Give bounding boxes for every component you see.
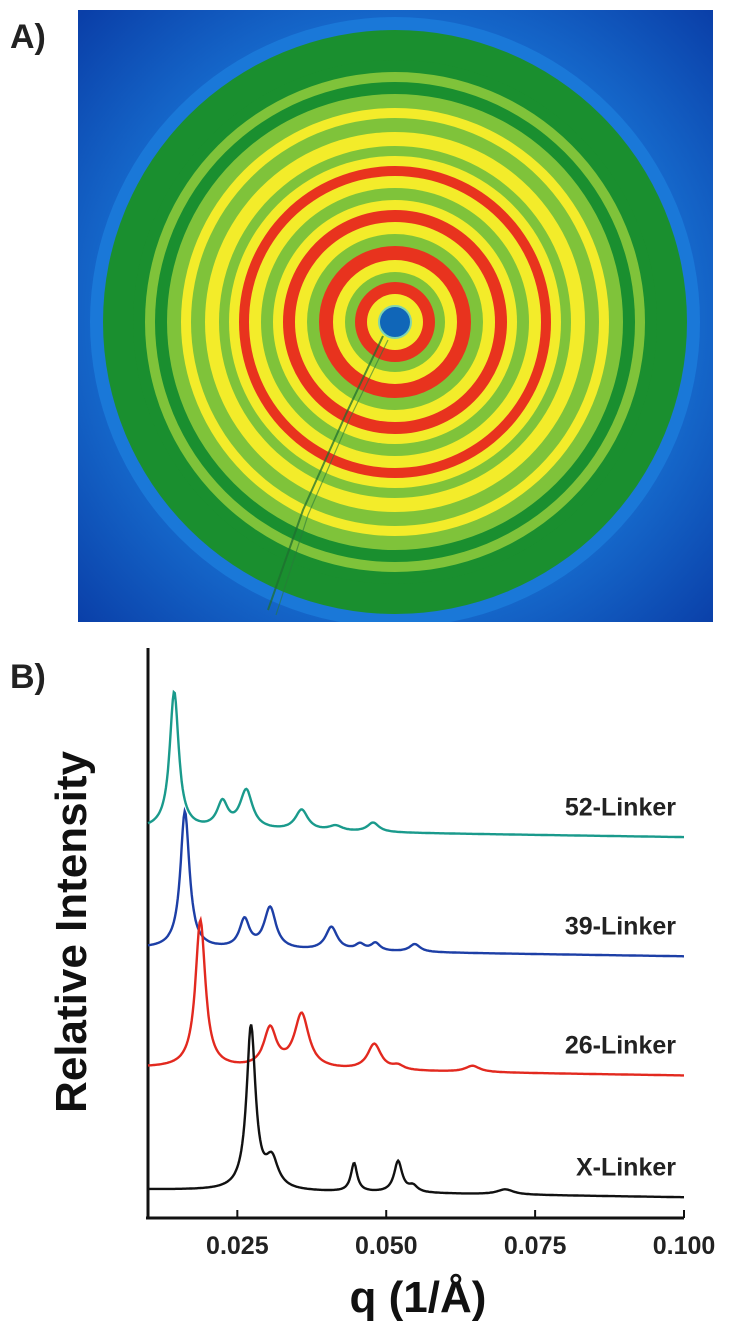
- beam-center: [378, 305, 412, 339]
- x-ticks: 0.025 0.050 0.075 0.100: [206, 1210, 715, 1260]
- series-label-39-linker: 39-Linker: [565, 913, 676, 941]
- series-labels: 52-Linker 39-Linker 26-Linker X-Linker: [565, 793, 676, 1181]
- x-tick-label: 0.050: [355, 1232, 418, 1260]
- series-label-26-linker: 26-Linker: [565, 1032, 676, 1060]
- panel-b-label: B): [10, 658, 46, 696]
- series-label-52-linker: 52-Linker: [565, 793, 676, 821]
- series-curves: [147, 689, 684, 1199]
- saxs-profile-chart: 0.025 0.050 0.075 0.100 52-Linker 39-Linker 2…: [47, 648, 715, 1322]
- series-line-x-linker: [148, 1024, 684, 1199]
- diffraction-rings: [90, 17, 700, 622]
- series-line-26-linker: [147, 915, 684, 1077]
- series-line-39-linker: [147, 806, 684, 958]
- panel-a-label: A): [10, 18, 46, 56]
- x-axis-title: q (1/Å): [350, 1273, 487, 1322]
- x-tick-label: 0.075: [504, 1232, 567, 1260]
- beamstop-shadow: [267, 335, 384, 611]
- x-tick-label: 0.100: [653, 1232, 716, 1260]
- y-axis-title: Relative Intensity: [47, 751, 96, 1113]
- beamstop-shadow-2: [275, 339, 389, 616]
- x-tick-label: 0.025: [206, 1232, 269, 1260]
- series-label-x-linker: X-Linker: [576, 1154, 676, 1182]
- saxs-scattering-pattern: [78, 10, 713, 622]
- series-line-52-linker: [147, 689, 684, 839]
- axes: [146, 648, 684, 1220]
